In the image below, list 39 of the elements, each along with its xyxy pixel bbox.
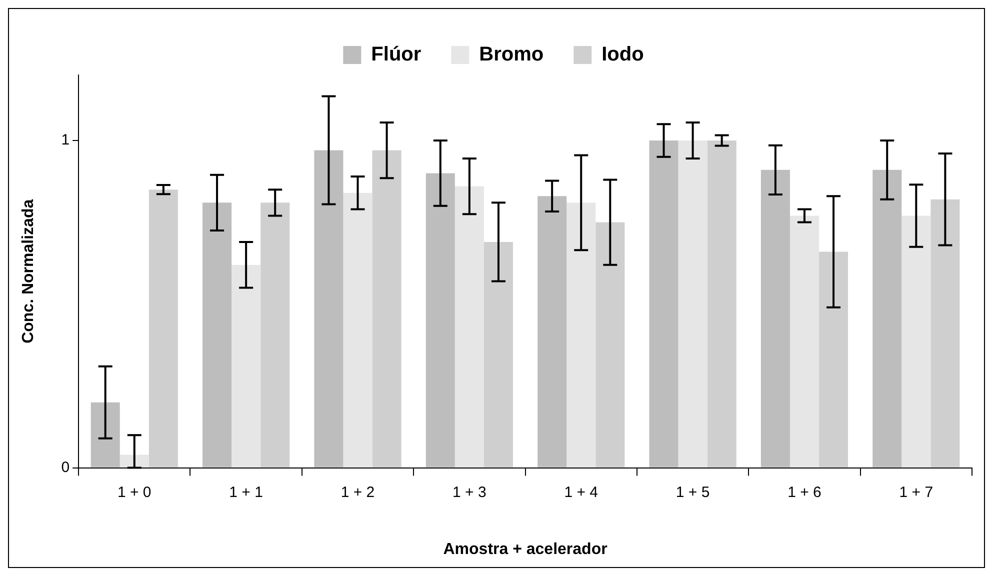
bar (120, 454, 149, 468)
bar (538, 196, 567, 468)
legend-label: Flúor (371, 44, 422, 66)
bar (790, 216, 819, 468)
y-tick-label: 1 (61, 132, 70, 149)
bar (872, 170, 902, 468)
bar (818, 252, 848, 468)
x-axis-title: Amostra + acelerador (443, 540, 608, 558)
bar (707, 140, 736, 468)
y-tick-label: 0 (61, 458, 70, 476)
x-tick-label: 1 + 5 (676, 484, 710, 501)
legend-label: Bromo (479, 44, 544, 66)
x-tick-label: 1 + 2 (340, 484, 375, 501)
bar (902, 216, 931, 468)
bar (148, 190, 178, 468)
x-tick-label: 1 + 7 (899, 484, 934, 501)
bar (260, 202, 290, 468)
legend-label: Iodo (602, 44, 644, 66)
bar (484, 242, 513, 468)
x-tick-label: 1 + 4 (564, 484, 598, 501)
bar (90, 402, 120, 468)
y-axis-title: Conc. Normalizada (20, 199, 38, 344)
bar (678, 140, 708, 468)
bar (596, 222, 625, 468)
bar (232, 264, 261, 468)
bar (930, 199, 960, 468)
bar (426, 173, 455, 468)
bar (566, 202, 596, 468)
bar (760, 170, 790, 468)
x-tick-label: 1 + 1 (229, 484, 263, 501)
bar (372, 150, 402, 468)
bar (649, 140, 678, 468)
bar (454, 186, 484, 468)
x-tick-label: 1 + 0 (117, 484, 152, 501)
x-tick-label: 1 + 6 (788, 484, 822, 501)
bar (202, 202, 232, 468)
bar (314, 150, 344, 468)
x-tick-label: 1 + 3 (452, 484, 486, 501)
bar (343, 192, 372, 468)
